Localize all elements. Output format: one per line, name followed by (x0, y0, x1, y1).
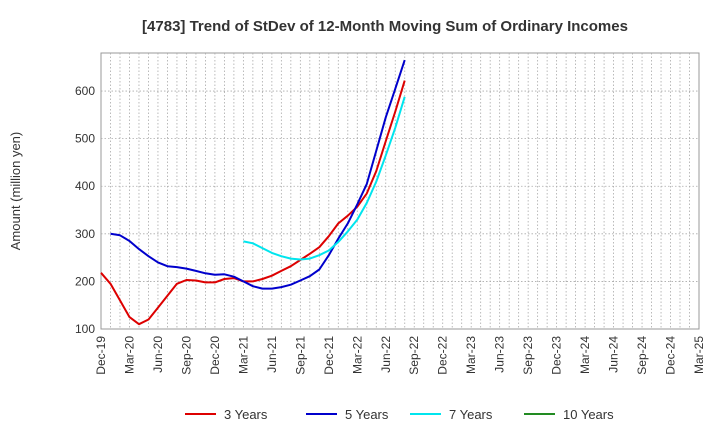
x-tick-label: Sep-24 (635, 336, 649, 375)
x-tick-label: Jun-24 (607, 336, 621, 373)
series-line-3 (243, 96, 406, 261)
y-axis-label: Amount (million yen) (8, 132, 23, 251)
series-line-2 (110, 59, 406, 290)
x-tick-label: Mar-20 (122, 336, 136, 374)
x-tick-label: Mar-24 (578, 336, 592, 374)
plot-area (100, 52, 700, 330)
x-tick-label: Dec-20 (208, 336, 222, 375)
x-tick-label: Dec-23 (550, 336, 564, 375)
series-lines (100, 59, 406, 326)
legend: 3 Years 5 Years 7 Years 10 Years (185, 407, 614, 422)
y-axis-ticks: 100 200 300 400 500 600 (75, 84, 95, 336)
y-tick-label: 400 (75, 179, 95, 193)
x-tick-label: Mar-22 (350, 336, 364, 374)
y-tick-label: 200 (75, 274, 95, 288)
legend-label: 3 Years (224, 407, 268, 422)
x-tick-label: Mar-25 (692, 336, 706, 374)
x-tick-label: Sep-22 (407, 336, 421, 375)
x-tick-label: Mar-21 (236, 336, 250, 374)
x-tick-label: Sep-21 (293, 336, 307, 375)
x-tick-label: Dec-19 (94, 336, 108, 375)
x-tick-label: Jun-22 (379, 336, 393, 373)
x-tick-label: Sep-23 (521, 336, 535, 375)
y-tick-label: 600 (75, 84, 95, 98)
y-tick-label: 300 (75, 227, 95, 241)
legend-label: 10 Years (563, 407, 614, 422)
x-tick-label: Jun-21 (265, 336, 279, 373)
x-tick-label: Dec-22 (436, 336, 450, 375)
y-tick-label: 500 (75, 132, 95, 146)
legend-label: 5 Years (345, 407, 389, 422)
x-tick-label: Dec-24 (664, 336, 678, 375)
grid-lines (101, 53, 699, 329)
x-tick-label: Sep-20 (179, 336, 193, 375)
y-tick-label: 100 (75, 322, 95, 336)
x-tick-label: Mar-23 (464, 336, 478, 374)
x-tick-label: Jun-23 (493, 336, 507, 373)
legend-label: 7 Years (449, 407, 493, 422)
x-axis-ticks: Dec-19 Mar-20 Jun-20 Sep-20 Dec-20 Mar-21 Jun-… (94, 336, 706, 375)
x-tick-label: Dec-21 (322, 336, 336, 375)
chart-title: [4783] Trend of StDev of 12-Month Moving… (142, 18, 628, 35)
x-tick-label: Jun-20 (151, 336, 165, 373)
